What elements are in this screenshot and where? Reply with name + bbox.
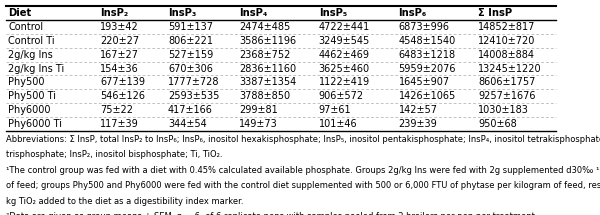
Text: 2474±485: 2474±485	[239, 22, 290, 32]
Text: 6873±996: 6873±996	[398, 22, 449, 32]
Text: 299±81: 299±81	[239, 105, 278, 115]
Text: 1777±728: 1777±728	[168, 77, 220, 87]
Text: 6483±1218: 6483±1218	[398, 50, 455, 60]
Text: Phy6000: Phy6000	[8, 105, 51, 115]
Text: 344±54: 344±54	[168, 119, 207, 129]
Text: 2g/kg Ins: 2g/kg Ins	[8, 50, 53, 60]
Text: 9257±1676: 9257±1676	[478, 91, 536, 101]
Text: Phy500: Phy500	[8, 77, 45, 87]
Text: 3387±1354: 3387±1354	[239, 77, 296, 87]
Text: 806±221: 806±221	[168, 36, 213, 46]
Text: 1122±419: 1122±419	[319, 77, 370, 87]
Text: 2836±1160: 2836±1160	[239, 64, 296, 74]
Text: ²Data are given as group means ± SEM, n = 6, of 6 replicate pens with samples po: ²Data are given as group means ± SEM, n …	[6, 212, 538, 215]
Text: 14008±884: 14008±884	[478, 50, 535, 60]
Text: of feed; groups Phy500 and Phy6000 were fed with the control diet supplemented w: of feed; groups Phy500 and Phy6000 were …	[6, 181, 600, 190]
Text: 149±73: 149±73	[239, 119, 278, 129]
Text: 220±27: 220±27	[100, 36, 139, 46]
Text: 13245±1220: 13245±1220	[478, 64, 542, 74]
Text: 527±159: 527±159	[168, 50, 213, 60]
Text: 117±39: 117±39	[100, 119, 139, 129]
Text: 4462±469: 4462±469	[319, 50, 370, 60]
Text: 670±306: 670±306	[168, 64, 213, 74]
Text: 3625±460: 3625±460	[319, 64, 370, 74]
Text: 3249±545: 3249±545	[319, 36, 370, 46]
Text: 417±166: 417±166	[168, 105, 213, 115]
Text: 950±68: 950±68	[478, 119, 517, 129]
Text: 4722±441: 4722±441	[319, 22, 370, 32]
Text: 8606±1757: 8606±1757	[478, 77, 536, 87]
Text: 5959±2076: 5959±2076	[398, 64, 456, 74]
Text: InsP₄: InsP₄	[239, 8, 267, 18]
Text: InsP₂: InsP₂	[100, 8, 128, 18]
Text: 677±139: 677±139	[100, 77, 145, 87]
Text: 1426±1065: 1426±1065	[398, 91, 456, 101]
Text: 906±572: 906±572	[319, 91, 364, 101]
Text: trisphosphate; InsP₂, inositol bisphosphate; Ti, TiO₂.: trisphosphate; InsP₂, inositol bisphosph…	[6, 150, 223, 160]
Text: Σ InsP: Σ InsP	[478, 8, 512, 18]
Text: 1645±907: 1645±907	[398, 77, 449, 87]
Text: 2593±535: 2593±535	[168, 91, 220, 101]
Text: 4548±1540: 4548±1540	[398, 36, 456, 46]
Text: Phy500 Ti: Phy500 Ti	[8, 91, 56, 101]
Text: 3788±850: 3788±850	[239, 91, 290, 101]
Text: 3586±1196: 3586±1196	[239, 36, 296, 46]
Text: Phy6000 Ti: Phy6000 Ti	[8, 119, 62, 129]
Text: 2g/kg Ins Ti: 2g/kg Ins Ti	[8, 64, 65, 74]
Text: 167±27: 167±27	[100, 50, 139, 60]
Text: 2368±752: 2368±752	[239, 50, 290, 60]
Text: Diet: Diet	[8, 8, 32, 18]
Text: 101±46: 101±46	[319, 119, 358, 129]
Text: 239±39: 239±39	[398, 119, 437, 129]
Text: ¹The control group was fed with a diet with 0.45% calculated available phosphate: ¹The control group was fed with a diet w…	[6, 166, 600, 175]
Text: 1030±183: 1030±183	[478, 105, 529, 115]
Text: 75±22: 75±22	[100, 105, 133, 115]
Text: 14852±817: 14852±817	[478, 22, 536, 32]
Text: Control Ti: Control Ti	[8, 36, 55, 46]
Text: 546±126: 546±126	[100, 91, 145, 101]
Text: Control: Control	[8, 22, 44, 32]
Text: 142±57: 142±57	[398, 105, 437, 115]
Text: kg TiO₂ added to the diet as a digestibility index marker.: kg TiO₂ added to the diet as a digestibi…	[6, 197, 244, 206]
Text: InsP₃: InsP₃	[168, 8, 196, 18]
Text: InsP₆: InsP₆	[398, 8, 427, 18]
Text: 97±61: 97±61	[319, 105, 352, 115]
Text: 154±36: 154±36	[100, 64, 139, 74]
Text: 591±137: 591±137	[168, 22, 213, 32]
Text: InsP₅: InsP₅	[319, 8, 347, 18]
Text: Abbreviations: Σ InsP, total InsP₂ to InsP₆; InsP₆, inositol hexakisphosphate; I: Abbreviations: Σ InsP, total InsP₂ to In…	[6, 135, 600, 144]
Text: 193±42: 193±42	[100, 22, 139, 32]
Text: 12410±720: 12410±720	[478, 36, 536, 46]
